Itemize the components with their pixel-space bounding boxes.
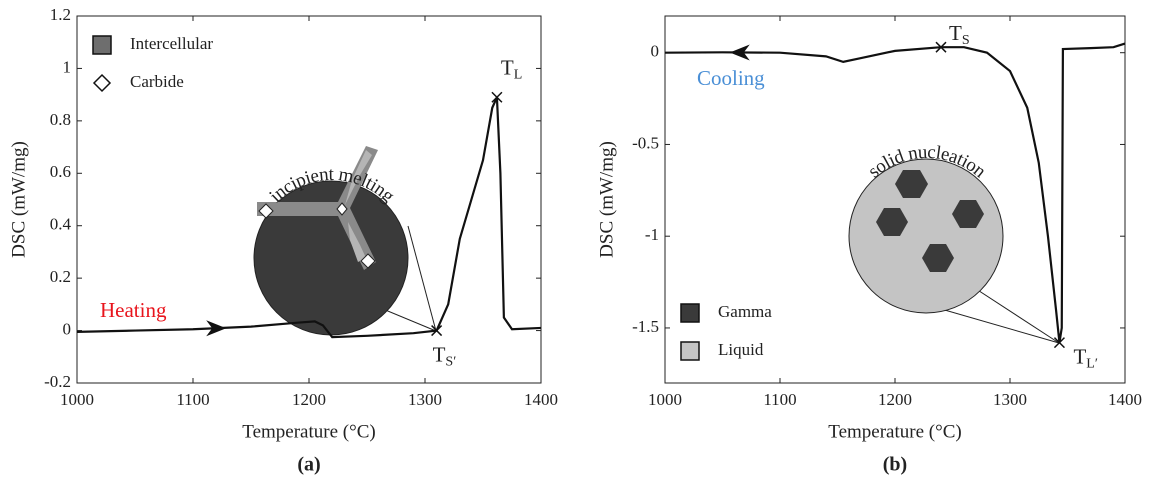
- y-tick-label: 0: [651, 42, 660, 61]
- annotation-text: T: [501, 55, 514, 79]
- direction-label: Heating: [100, 298, 167, 322]
- x-tick-label: 1100: [176, 390, 209, 409]
- annotation-subscript: S′: [445, 355, 456, 370]
- annotation-label: TL: [501, 55, 522, 82]
- annotation-text: T: [949, 21, 962, 45]
- y-axis-label: DSC (mW/mg): [596, 141, 617, 258]
- legend-label: Carbide: [130, 72, 184, 91]
- annotation-marker: [491, 91, 503, 103]
- annotation-text: T: [1073, 344, 1086, 368]
- annotation-label: TS: [949, 21, 970, 48]
- y-tick-label: -0.2: [44, 372, 71, 391]
- legend-marker: [92, 73, 112, 93]
- direction-label: Cooling: [697, 66, 765, 90]
- annotation-label: TL′: [1073, 344, 1097, 371]
- annotation-subscript: L: [514, 67, 523, 82]
- dsc-curve: [664, 42, 1126, 343]
- annotation-marker: [431, 325, 443, 337]
- x-tick-label: 1400: [524, 390, 558, 409]
- legend-marker: [92, 35, 112, 55]
- annotation-subscript: S: [962, 33, 970, 48]
- x-tick-label: 1000: [60, 390, 94, 409]
- x-tick-label: 1300: [993, 390, 1027, 409]
- x-tick-label: 1300: [408, 390, 442, 409]
- y-tick-label: 0.8: [50, 110, 71, 129]
- annotation-text: T: [433, 342, 446, 366]
- y-tick-label: -0.5: [632, 133, 659, 152]
- y-tick-label: -1.5: [632, 317, 659, 336]
- x-tick-label: 1200: [878, 390, 912, 409]
- legend-label: Liquid: [718, 340, 764, 359]
- y-tick-label: -1: [645, 225, 659, 244]
- y-tick-label: 0.4: [50, 215, 72, 234]
- panel-caption: (a): [297, 454, 320, 476]
- annotation-marker: [935, 41, 947, 53]
- y-tick-label: 1.2: [50, 5, 71, 24]
- x-tick-label: 1200: [292, 390, 326, 409]
- panel-caption: (b): [883, 454, 907, 476]
- x-tick-label: 1100: [763, 390, 796, 409]
- legend-label: Gamma: [718, 302, 772, 321]
- x-tick-label: 1000: [648, 390, 682, 409]
- y-tick-label: 0.6: [50, 162, 71, 181]
- y-axis-label: DSC (mW/mg): [8, 141, 29, 258]
- x-axis-label: Temperature (°C): [828, 421, 961, 442]
- legend-label: Intercellular: [130, 34, 213, 53]
- x-axis-label: Temperature (°C): [242, 421, 375, 442]
- y-tick-label: 1: [63, 57, 72, 76]
- y-tick-label: 0.2: [50, 267, 71, 286]
- direction-arrow: [729, 44, 750, 61]
- direction-arrow: [206, 320, 227, 337]
- legend-marker: [680, 341, 700, 361]
- inset-solid-nucleation: [848, 158, 1060, 344]
- annotation-marker: [1053, 337, 1065, 349]
- x-tick-label: 1400: [1108, 390, 1142, 409]
- y-tick-label: 0: [63, 319, 72, 338]
- legend-marker: [680, 303, 700, 323]
- annotation-subscript: L′: [1086, 357, 1098, 372]
- annotation-label: TS′: [433, 342, 457, 369]
- inset-incipient-melting: [253, 146, 437, 336]
